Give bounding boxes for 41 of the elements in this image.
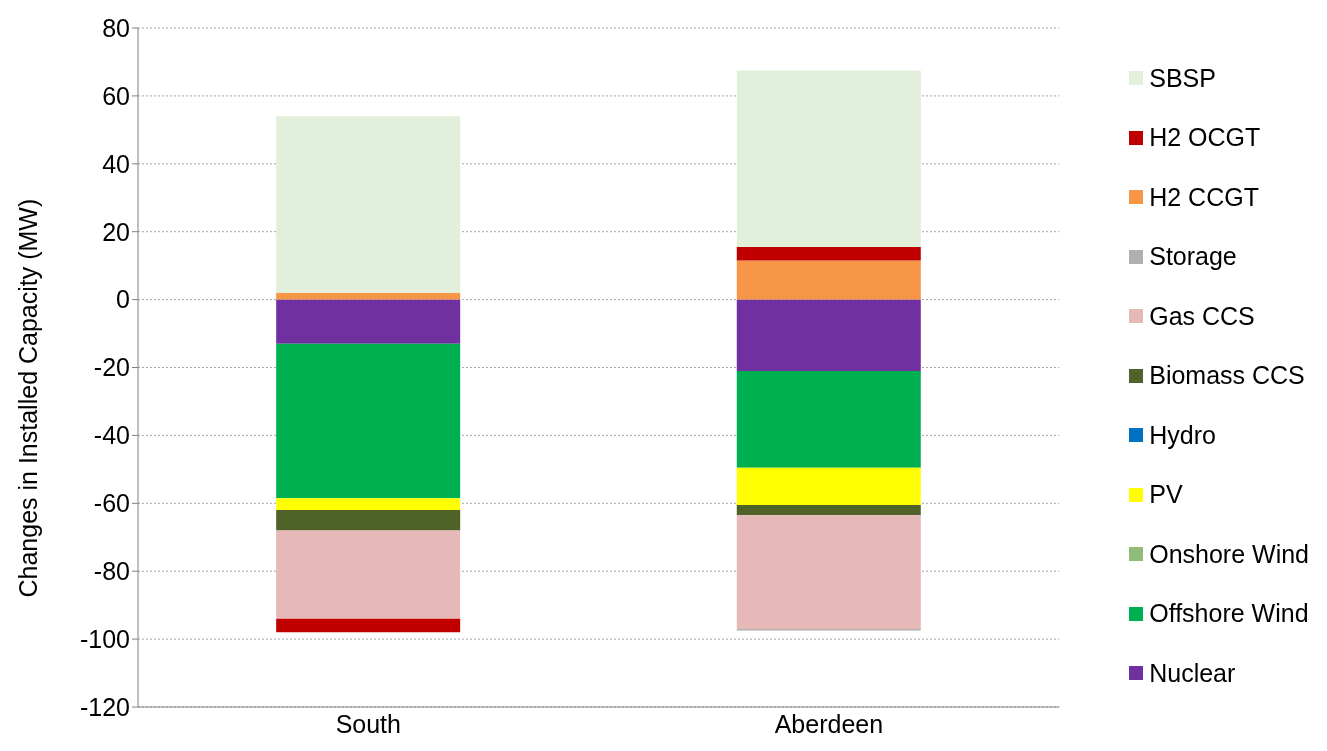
y-tick-label: -120: [79, 692, 130, 721]
bar: [276, 299, 461, 344]
legend-label: Biomass CCS: [1149, 361, 1305, 390]
bar: [736, 370, 921, 468]
bar: [736, 260, 921, 300]
y-tick-label: 20: [102, 217, 130, 246]
x-tick-label: South: [335, 709, 401, 738]
y-tick-label: 80: [102, 13, 130, 42]
bar: [276, 530, 461, 619]
bar: [736, 515, 921, 629]
legend-label: Offshore Wind: [1149, 599, 1309, 628]
legend-label: H2 CCGT: [1149, 182, 1259, 212]
y-axis-title: Changes in Installed Capacity (MW): [13, 198, 42, 598]
y-tick-label: -20: [93, 353, 130, 382]
y-tick-label: 60: [102, 81, 130, 110]
legend-label: Onshore Wind: [1149, 539, 1309, 569]
legend-label: Hydro: [1149, 420, 1216, 450]
bar: [276, 116, 461, 293]
y-tick-label: -60: [93, 489, 130, 518]
bar: [736, 467, 921, 505]
legend-label: H2 OCGT: [1149, 123, 1261, 152]
bar: [276, 343, 461, 499]
y-tick-label: -100: [79, 624, 130, 653]
bar: [736, 299, 921, 371]
y-tick-label: 40: [102, 149, 130, 178]
bar: [736, 505, 921, 516]
bar: [276, 292, 461, 300]
legend-label: Gas CCS: [1149, 301, 1255, 331]
legend-label: PV: [1149, 480, 1183, 509]
bar: [276, 618, 461, 633]
bar: [736, 246, 921, 261]
y-tick-label: 0: [116, 285, 130, 314]
bar: [276, 498, 461, 511]
x-tick-label: Aberdeen: [774, 709, 884, 738]
bar: [276, 510, 461, 531]
legend-label: Nuclear: [1149, 658, 1236, 688]
bar: [736, 70, 921, 247]
legend-label: SBSP: [1149, 63, 1216, 93]
y-tick-label: -40: [93, 421, 130, 450]
y-tick-label: -80: [93, 557, 130, 586]
legend-label: Storage: [1149, 242, 1237, 271]
